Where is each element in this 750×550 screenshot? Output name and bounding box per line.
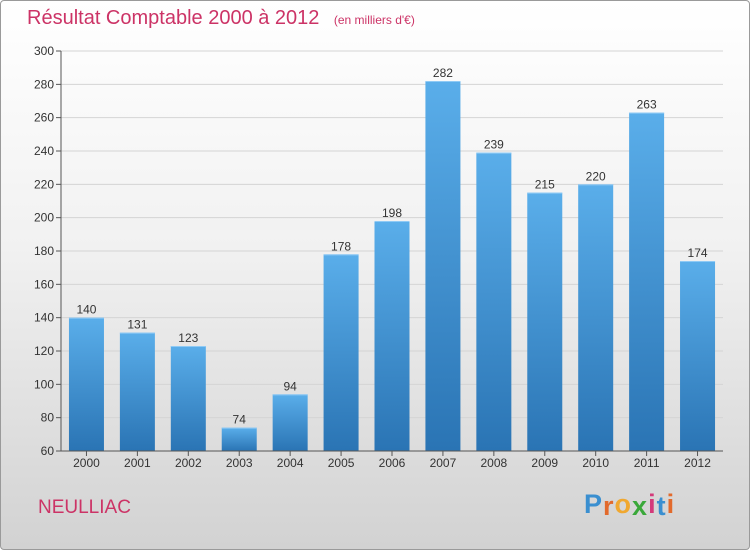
y-tick-label: 60 — [41, 444, 55, 458]
proxiti-logo[interactable]: Proxiti — [584, 489, 676, 521]
bar — [272, 394, 308, 451]
data-label: 239 — [484, 138, 504, 152]
x-tick-label: 2000 — [73, 456, 100, 470]
y-tick-label: 300 — [34, 44, 54, 58]
data-label: 131 — [127, 318, 147, 332]
data-label: 174 — [688, 246, 708, 260]
logo-letter: o — [614, 489, 633, 519]
x-tick-label: 2009 — [531, 456, 558, 470]
y-tick-label: 160 — [34, 277, 54, 291]
bar — [527, 192, 563, 451]
x-tick-label: 2002 — [175, 456, 202, 470]
data-label: 140 — [76, 303, 96, 317]
bar — [629, 112, 665, 452]
x-tick-label: 2005 — [328, 456, 355, 470]
bar — [170, 346, 206, 451]
chart-title: Résultat Comptable 2000 à 2012 — [27, 7, 320, 29]
chart-subtitle: (en milliers d'€) — [333, 13, 415, 27]
y-tick-label: 80 — [41, 411, 55, 425]
logo-letter: x — [632, 491, 649, 521]
y-tick-label: 260 — [34, 111, 54, 125]
logo-letter: t — [656, 491, 667, 521]
y-tick-label: 240 — [34, 144, 54, 158]
data-label: 263 — [637, 98, 657, 112]
bar — [68, 317, 104, 451]
x-tick-label: 2003 — [226, 456, 253, 470]
x-tick-label: 2007 — [430, 456, 457, 470]
bar — [425, 81, 461, 451]
x-tick-label: 2012 — [684, 456, 711, 470]
data-label: 198 — [382, 206, 402, 220]
bar — [119, 332, 155, 451]
title-block: Résultat Comptable 2000 à 2012 (en milli… — [27, 7, 415, 30]
x-tick-label: 2011 — [634, 456, 660, 470]
y-tick-label: 100 — [34, 377, 54, 391]
data-label: 220 — [586, 169, 606, 183]
x-tick-label: 2001 — [124, 456, 151, 470]
bar — [476, 152, 512, 451]
y-tick-label: 140 — [34, 311, 54, 325]
x-tick-label: 2004 — [277, 456, 304, 470]
y-tick-label: 120 — [34, 344, 54, 358]
data-label: 123 — [178, 331, 198, 345]
axes — [56, 50, 723, 456]
data-label: 178 — [331, 239, 351, 253]
bar — [221, 427, 257, 451]
bars — [68, 81, 716, 452]
labels: 60 80 100 120 140 160 180 200 220 240 260 280 300 140… — [34, 44, 711, 470]
bar — [323, 254, 359, 451]
y-tick-label: 180 — [34, 244, 54, 258]
place-name: NEULLIAC — [38, 497, 131, 518]
data-label: 282 — [433, 66, 453, 80]
data-label: 94 — [283, 379, 297, 393]
y-tick-label: 200 — [34, 211, 54, 225]
y-tick-label: 280 — [34, 77, 54, 91]
data-label: 74 — [233, 413, 247, 427]
x-tick-label: 2008 — [480, 456, 507, 470]
x-tick-label: 2006 — [379, 456, 406, 470]
bar — [578, 184, 614, 452]
logo-letter: P — [584, 489, 604, 519]
y-tick-label: 220 — [34, 177, 54, 191]
logo-letter: r — [603, 491, 615, 521]
x-tick-label: 2010 — [582, 456, 609, 470]
bar — [374, 221, 410, 451]
bar — [680, 261, 716, 451]
logo-letter: i — [666, 489, 676, 519]
logo-letter: i — [648, 489, 657, 519]
data-label: 215 — [535, 178, 555, 192]
